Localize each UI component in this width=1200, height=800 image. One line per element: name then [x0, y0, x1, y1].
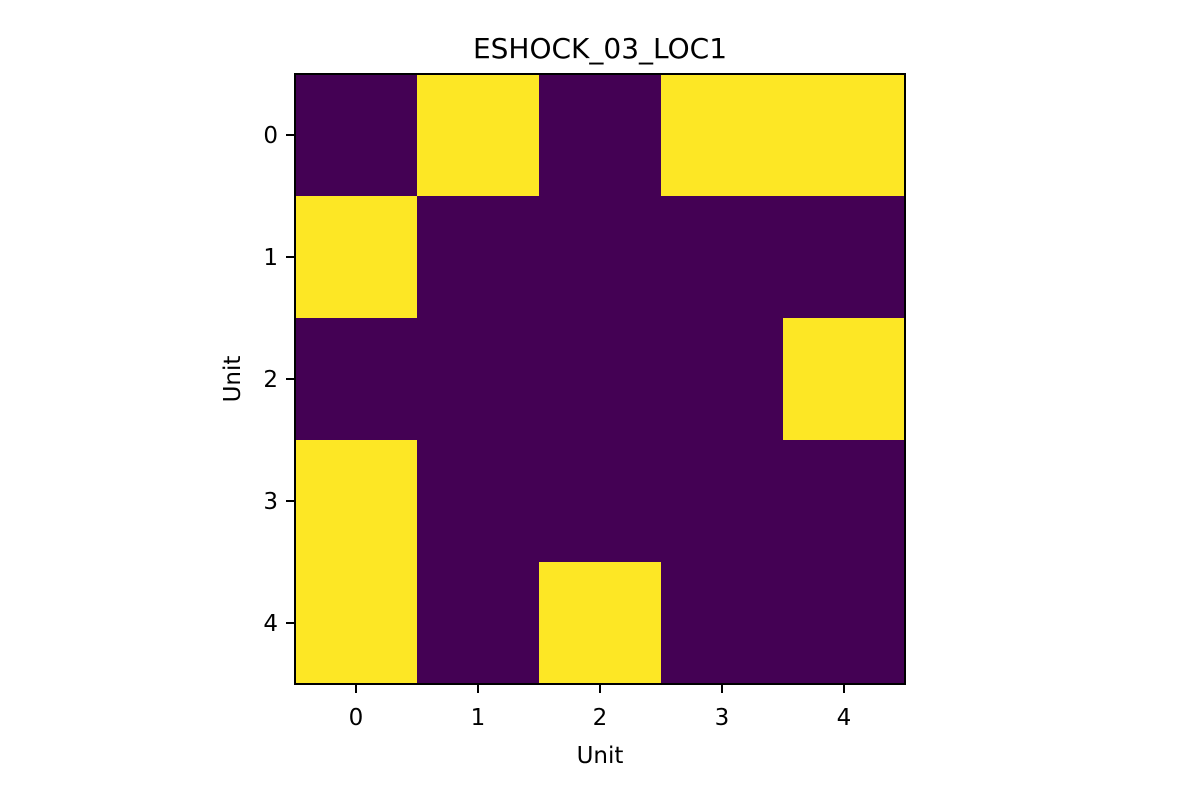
heatmap-cell: [295, 318, 418, 441]
y-axis-ticks: 0 1 2 3 4: [263, 123, 295, 637]
heatmap-cell: [783, 562, 906, 685]
x-axis-label: Unit: [577, 743, 624, 769]
heatmap-cell: [661, 196, 784, 319]
heatmap-cell: [417, 562, 540, 685]
y-axis-label: Unit: [220, 356, 246, 403]
heatmap-cell: [417, 440, 540, 563]
heatmap-cell: [661, 562, 784, 685]
y-tick-label: 0: [263, 123, 278, 149]
heatmap-cell: [661, 74, 784, 197]
heatmap-cell: [783, 74, 906, 197]
heatmap-cell: [417, 196, 540, 319]
heatmap-cell: [417, 318, 540, 441]
y-tick-label: 1: [263, 245, 278, 271]
heatmap-cells: [295, 74, 906, 685]
heatmap-cell: [539, 318, 662, 441]
heatmap-cell: [295, 196, 418, 319]
heatmap-cell: [295, 74, 418, 197]
heatmap-cell: [539, 440, 662, 563]
heatmap-cell: [783, 196, 906, 319]
heatmap-cell: [661, 318, 784, 441]
x-tick-label: 4: [837, 705, 852, 731]
x-tick-label: 2: [593, 705, 608, 731]
heatmap-cell: [539, 74, 662, 197]
heatmap-cell: [417, 74, 540, 197]
x-tick-label: 1: [471, 705, 486, 731]
x-tick-label: 3: [715, 705, 730, 731]
heatmap-cell: [539, 196, 662, 319]
heatmap-cell: [539, 562, 662, 685]
y-tick-label: 3: [263, 489, 278, 515]
heatmap-cell: [295, 562, 418, 685]
heatmap-cell: [783, 440, 906, 563]
y-tick-label: 2: [263, 367, 278, 393]
y-tick-label: 4: [263, 611, 278, 637]
heatmap-cell: [783, 318, 906, 441]
x-tick-label: 0: [349, 705, 364, 731]
chart-title: ESHOCK_03_LOC1: [473, 32, 727, 65]
x-axis-ticks: 0 1 2 3 4: [349, 684, 852, 731]
heatmap-cell: [295, 440, 418, 563]
heatmap-cell: [661, 440, 784, 563]
